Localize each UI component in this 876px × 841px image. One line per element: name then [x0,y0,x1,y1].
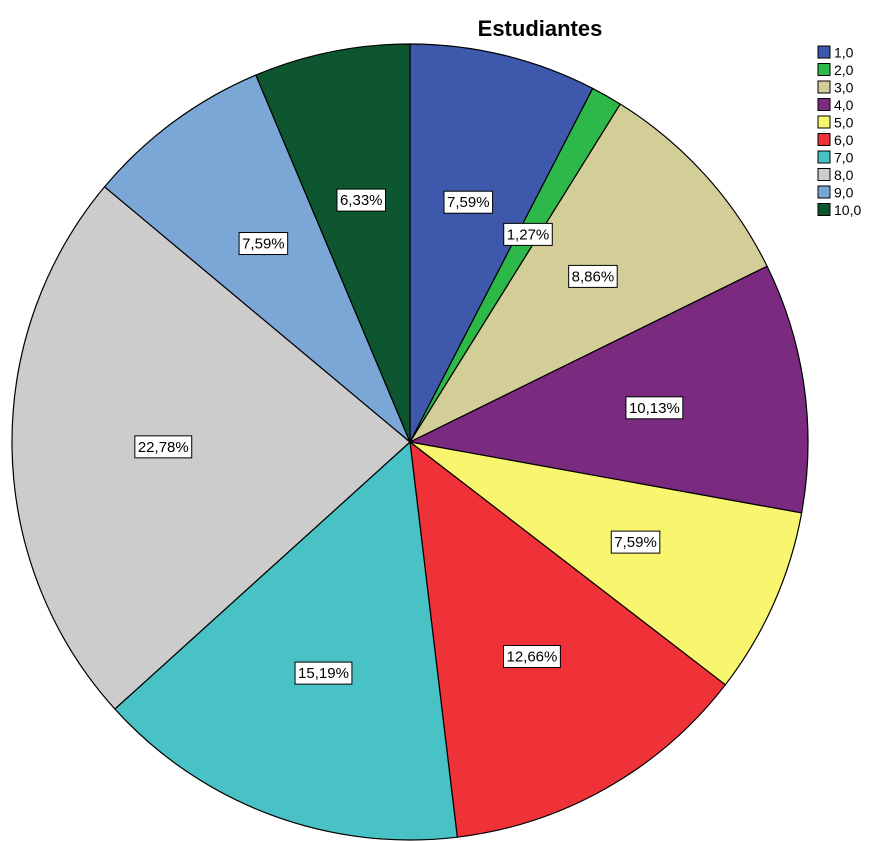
legend-swatch-5 [817,115,831,129]
legend-swatch-6 [817,133,831,146]
legend-label-10: 10,0 [834,202,861,218]
data-label-4: 10,13% [629,400,680,417]
legend-label-5: 5,0 [834,115,854,131]
legend-swatch-4 [817,98,831,111]
pie-slice-7 [114,441,458,841]
legend-swatch-7 [817,150,831,164]
legend-label-4: 4,0 [834,97,854,113]
pie-slice-10 [255,43,411,443]
data-label-box-5 [610,530,661,554]
data-label-box-2 [503,222,553,246]
legend-label-8: 8,0 [834,167,854,183]
data-label-8: 22,78% [138,439,189,456]
chart-legend: 1,02,0 3,04,0 5,06,0 7,08,0 9,010,0 [817,45,861,218]
legend-label-3: 3,0 [834,80,854,96]
pie-slice-1 [409,43,594,443]
legend-swatch-10 [817,203,831,216]
legend-label-6: 6,0 [834,132,854,148]
data-label-9: 7,59% [242,236,285,253]
pie-slice-5 [409,441,803,686]
data-label-box-6 [502,645,561,669]
data-label-box-4 [625,396,684,420]
data-label-2: 1,27% [507,226,550,243]
chart-title: Estudiantes [478,16,603,41]
pie-slices [11,43,809,841]
legend-label-7: 7,0 [834,150,854,166]
legend-swatch-8 [817,168,831,181]
pie-data-labels: 7,59% 1,27% 8,86% 10,13% 7,59% 12,66% 15,19% 22… [134,188,684,685]
data-label-1: 7,59% [447,194,490,211]
legend-label-9: 9,0 [834,185,854,201]
data-label-box-8 [134,435,193,459]
pie-slice-6 [409,441,726,838]
pie-slice-8 [11,186,411,710]
legend-swatch-3 [817,80,831,94]
data-label-box-7 [294,661,353,685]
data-label-box-3 [568,264,618,288]
pie-slice-9 [103,74,411,443]
legend-label-2: 2,0 [834,62,854,78]
data-label-7: 15,19% [298,665,349,682]
pie-slice-4 [409,265,809,514]
legend-swatch-2 [817,63,831,76]
data-label-box-1 [443,190,494,214]
data-label-5: 7,59% [614,534,657,551]
data-label-10: 6,33% [340,192,383,209]
data-label-3: 8,86% [572,268,615,285]
legend-swatch-9 [817,185,831,199]
data-label-6: 12,66% [506,649,557,666]
data-label-box-10 [336,188,387,212]
legend-swatch-1 [817,45,831,59]
data-label-box-9 [238,232,289,256]
legend-label-1: 1,0 [834,45,854,61]
